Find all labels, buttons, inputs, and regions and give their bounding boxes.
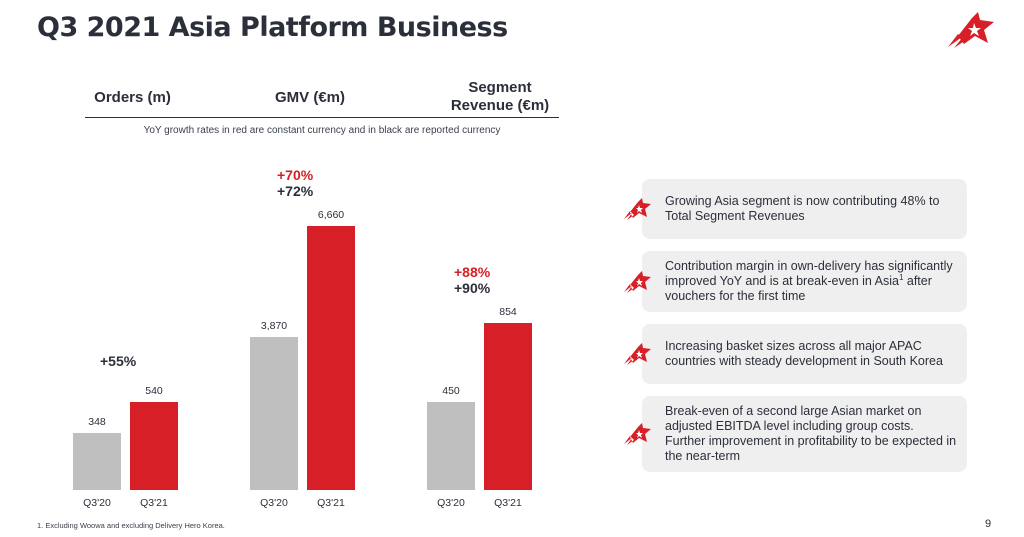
bar-orders-q3-21 <box>130 402 178 490</box>
bar-revenue-q3-20 <box>427 402 475 490</box>
growth-reported: +72% <box>277 183 314 199</box>
value-label: 540 <box>145 385 163 397</box>
x-tick-label: Q3'20 <box>437 497 465 509</box>
insight-text-4: Break-even of a second large Asian marke… <box>665 404 957 463</box>
value-label: 854 <box>499 306 517 318</box>
insight-text-2-tail: after vouchers for the first time <box>665 274 932 303</box>
insight-card-4: Break-even of a second large Asian marke… <box>624 396 967 472</box>
bar-revenue-q3-21 <box>484 323 532 490</box>
x-tick-label: Q3'21 <box>140 497 168 509</box>
value-label: 348 <box>88 416 106 429</box>
growth-constant-currency: +70% <box>277 167 314 183</box>
revenue-header: Segment Revenue (€m) <box>435 79 565 115</box>
revenue-header-line2: Revenue (€m) <box>450 97 550 114</box>
insight-card-1: Growing Asia segment is now contributing… <box>624 179 967 239</box>
delivery-hero-logo-icon <box>948 12 994 48</box>
footnote: 1. Excluding Woowa and excluding Deliver… <box>37 521 225 530</box>
growth-constant-currency: +88% <box>454 264 491 280</box>
header-divider <box>85 117 559 118</box>
insight-text-3: Increasing basket sizes across all major… <box>665 339 943 368</box>
rocket-star-icon <box>624 198 651 220</box>
value-label: 450 <box>442 385 460 397</box>
growth-reported: +90% <box>454 280 491 296</box>
insight-text-2: Contribution margin in own-delivery has … <box>642 259 967 304</box>
value-label: 3,870 <box>260 319 288 332</box>
bar-gmv-q3-21 <box>307 226 355 490</box>
x-tick-label: Q3'21 <box>317 497 345 509</box>
insight-card-3: Increasing basket sizes across all major… <box>624 324 967 384</box>
footnote-ref: 1 <box>898 272 904 282</box>
x-tick-label: Q3'20 <box>83 497 111 509</box>
gmv-header: GMV (€m) <box>274 89 345 106</box>
rocket-star-icon <box>624 343 651 365</box>
rocket-star-icon <box>624 423 651 445</box>
revenue-header-line1: Segment <box>468 79 532 96</box>
x-tick-label: Q3'20 <box>260 497 288 509</box>
bar-gmv-q3-20 <box>250 336 298 490</box>
x-tick-label: Q3'21 <box>494 497 522 509</box>
page-number: 9 <box>985 518 992 530</box>
bar-orders-q3-20 <box>73 433 121 490</box>
orders-header: Orders (m) <box>94 89 171 106</box>
page-title: Q3 2021 Asia Platform Business <box>37 12 508 43</box>
rocket-star-icon <box>624 270 651 293</box>
value-label: 6,660 <box>317 209 345 221</box>
growth-reported: +55% <box>100 353 137 369</box>
insight-text-2-main: Contribution margin in own-delivery has … <box>665 259 953 288</box>
currency-note: YoY growth rates in red are constant cur… <box>143 125 501 136</box>
insight-card-2: Contribution margin in own-delivery has … <box>624 251 967 312</box>
insight-text-1: Growing Asia segment is now contributing… <box>665 194 940 223</box>
